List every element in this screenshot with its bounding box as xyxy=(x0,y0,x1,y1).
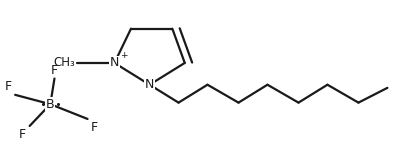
Text: F: F xyxy=(51,64,58,77)
Text: B: B xyxy=(46,98,55,111)
Text: CH₃: CH₃ xyxy=(54,56,75,69)
Text: +: + xyxy=(120,51,127,60)
Text: F: F xyxy=(19,127,26,141)
Text: F: F xyxy=(5,80,12,93)
Text: F: F xyxy=(91,121,98,133)
Text: N: N xyxy=(145,78,154,91)
Text: N: N xyxy=(110,56,119,69)
